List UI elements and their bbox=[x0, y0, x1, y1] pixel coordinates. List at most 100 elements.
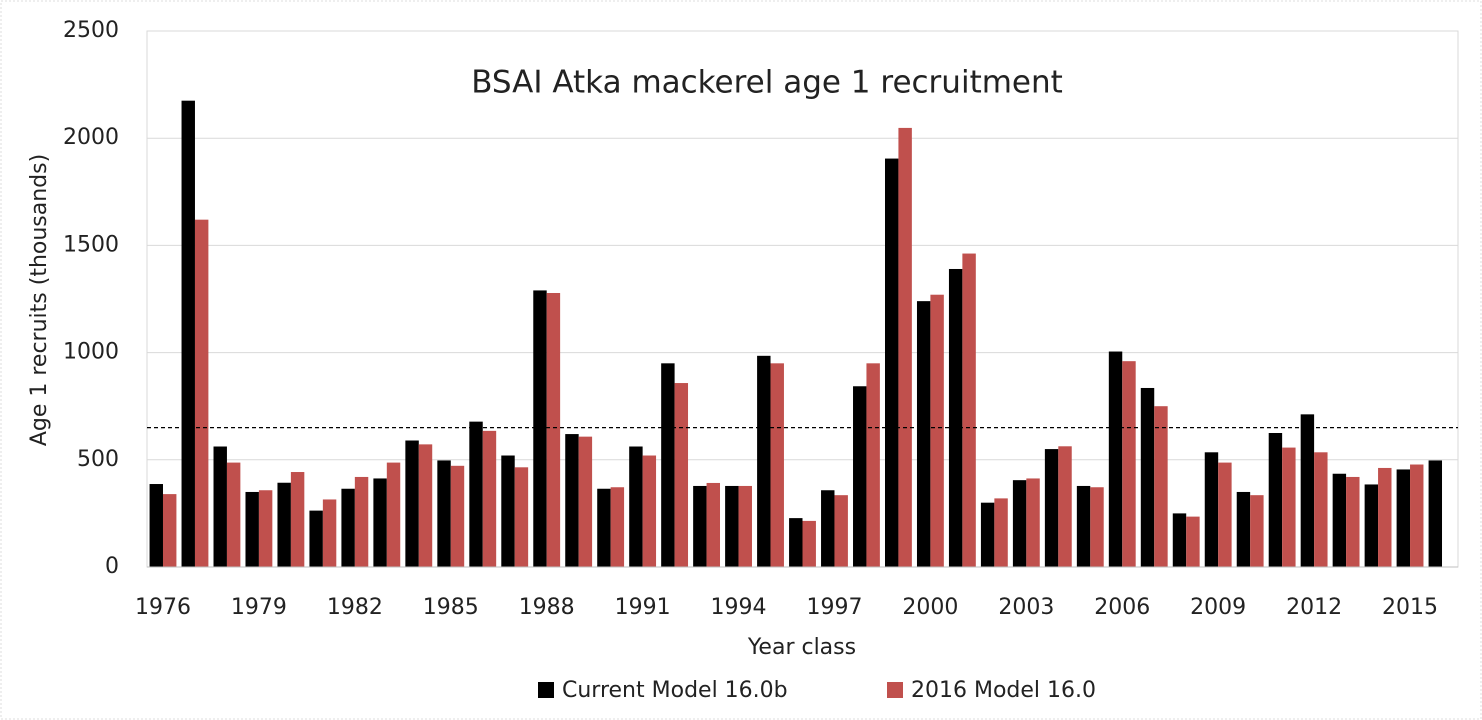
x-axis-title: Year class bbox=[747, 635, 856, 660]
bar bbox=[245, 491, 259, 567]
bar bbox=[674, 383, 689, 567]
x-tick-label: 1985 bbox=[423, 595, 479, 620]
bar bbox=[1122, 361, 1136, 567]
bar bbox=[1172, 513, 1187, 567]
bar bbox=[437, 460, 451, 567]
bar bbox=[1268, 433, 1283, 567]
chart-title: BSAI Atka mackerel age 1 recruitment bbox=[471, 65, 1063, 101]
bar bbox=[501, 455, 515, 567]
bar bbox=[1204, 452, 1219, 567]
bar bbox=[533, 290, 547, 567]
legend-swatch bbox=[887, 682, 903, 698]
y-tick-label: 500 bbox=[77, 447, 119, 472]
y-tick-label: 1000 bbox=[63, 340, 119, 365]
bar bbox=[322, 499, 337, 567]
bar bbox=[213, 446, 227, 567]
bar bbox=[834, 495, 848, 567]
bar bbox=[1410, 464, 1424, 567]
bar bbox=[290, 472, 305, 567]
bar bbox=[1396, 469, 1411, 567]
bar bbox=[309, 510, 323, 567]
bar bbox=[738, 485, 752, 567]
bar bbox=[162, 494, 177, 567]
bar bbox=[597, 488, 611, 567]
y-tick-label: 2000 bbox=[63, 125, 119, 150]
bar bbox=[1250, 495, 1264, 567]
x-tick-label: 2003 bbox=[998, 595, 1054, 620]
bar bbox=[866, 363, 880, 567]
bar bbox=[757, 355, 771, 567]
bar bbox=[1076, 485, 1091, 567]
x-tick-label: 1988 bbox=[519, 595, 575, 620]
bar bbox=[930, 294, 944, 567]
bar bbox=[373, 478, 387, 567]
bar bbox=[725, 485, 739, 567]
bar bbox=[1428, 460, 1443, 567]
bar bbox=[277, 482, 291, 567]
bar bbox=[629, 446, 643, 567]
bar bbox=[258, 490, 273, 567]
bar bbox=[821, 490, 835, 567]
bar bbox=[1346, 476, 1360, 567]
bar bbox=[994, 498, 1008, 567]
bar bbox=[450, 465, 465, 567]
plot-border bbox=[146, 30, 1459, 568]
bar bbox=[1218, 462, 1232, 567]
bar bbox=[546, 292, 561, 567]
bar bbox=[1090, 487, 1104, 567]
x-tick-label: 2009 bbox=[1190, 595, 1246, 620]
bar bbox=[770, 363, 784, 567]
bar bbox=[1044, 449, 1059, 567]
bar bbox=[980, 502, 995, 567]
legend-label: 2016 Model 16.0 bbox=[911, 678, 1096, 703]
bar bbox=[1332, 473, 1347, 567]
bar bbox=[341, 488, 355, 567]
bar bbox=[610, 487, 625, 567]
bar bbox=[418, 444, 433, 567]
bar bbox=[1282, 447, 1296, 567]
bar bbox=[898, 127, 912, 567]
bar bbox=[1186, 516, 1200, 567]
legend-swatch bbox=[538, 682, 554, 698]
bar bbox=[661, 363, 675, 567]
bar bbox=[1026, 478, 1040, 567]
x-tick-label: 2006 bbox=[1094, 595, 1150, 620]
bar bbox=[1154, 406, 1168, 567]
bar bbox=[1364, 484, 1379, 567]
bar bbox=[578, 436, 593, 567]
bar bbox=[789, 518, 803, 567]
x-tick-label: 1994 bbox=[711, 595, 767, 620]
y-tick-label: 1500 bbox=[63, 232, 119, 257]
bar bbox=[514, 467, 529, 567]
x-tick-label: 1991 bbox=[615, 595, 671, 620]
bar bbox=[1140, 387, 1155, 567]
bar bbox=[226, 462, 241, 567]
bar bbox=[194, 219, 209, 567]
bar bbox=[405, 440, 419, 567]
bar bbox=[948, 268, 963, 567]
x-tick-label: 1976 bbox=[135, 595, 191, 620]
bar bbox=[884, 158, 899, 567]
bar bbox=[693, 485, 707, 567]
bar bbox=[1378, 467, 1392, 567]
x-tick-label: 1982 bbox=[327, 595, 383, 620]
bar bbox=[565, 434, 579, 567]
y-axis-title: Age 1 recruits (thousands) bbox=[27, 154, 52, 446]
bar bbox=[354, 476, 369, 567]
x-tick-label: 2012 bbox=[1286, 595, 1342, 620]
bar bbox=[1012, 480, 1027, 567]
bar bbox=[1058, 446, 1072, 567]
x-tick-label: 1997 bbox=[806, 595, 862, 620]
bar bbox=[916, 301, 931, 567]
bar bbox=[181, 100, 195, 568]
bar bbox=[706, 482, 721, 567]
y-tick-label: 0 bbox=[105, 554, 119, 579]
bar bbox=[642, 455, 657, 567]
bar bbox=[1236, 491, 1251, 567]
x-tick-label: 2015 bbox=[1382, 595, 1438, 620]
bar bbox=[962, 253, 976, 568]
bar bbox=[386, 462, 401, 567]
